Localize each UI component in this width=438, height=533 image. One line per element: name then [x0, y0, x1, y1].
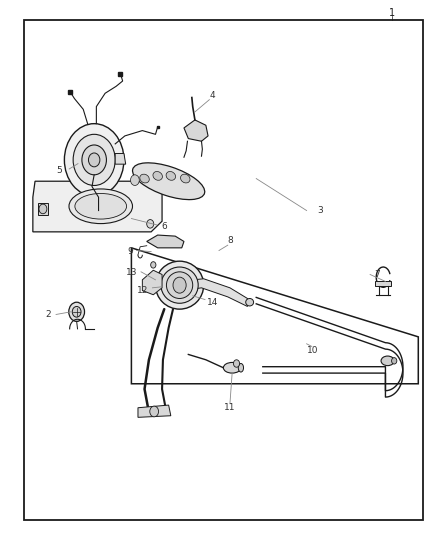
Polygon shape	[184, 120, 208, 141]
Circle shape	[233, 360, 240, 367]
Circle shape	[131, 175, 139, 185]
Circle shape	[69, 302, 85, 321]
Ellipse shape	[155, 261, 204, 309]
Circle shape	[147, 220, 154, 228]
Text: 2: 2	[46, 310, 51, 319]
Circle shape	[392, 358, 397, 364]
Text: 12: 12	[137, 286, 148, 295]
Ellipse shape	[140, 174, 149, 183]
Polygon shape	[191, 279, 247, 306]
Ellipse shape	[153, 172, 162, 180]
Text: 7: 7	[374, 270, 381, 279]
Bar	[38, 203, 48, 215]
Polygon shape	[147, 235, 184, 248]
Ellipse shape	[381, 356, 394, 366]
Circle shape	[82, 145, 106, 175]
Ellipse shape	[223, 362, 241, 373]
Text: 3: 3	[317, 206, 323, 215]
Ellipse shape	[246, 298, 254, 306]
Polygon shape	[33, 181, 162, 232]
Circle shape	[72, 306, 81, 317]
Ellipse shape	[180, 174, 190, 183]
Text: 1: 1	[389, 9, 395, 18]
Text: 9: 9	[127, 247, 134, 256]
Text: 13: 13	[126, 269, 137, 277]
Text: 11: 11	[224, 403, 236, 412]
Ellipse shape	[75, 193, 127, 219]
Polygon shape	[138, 405, 171, 417]
Circle shape	[150, 406, 159, 417]
Circle shape	[39, 204, 47, 214]
Ellipse shape	[133, 163, 205, 199]
Text: 10: 10	[307, 346, 319, 355]
Text: 14: 14	[207, 298, 218, 307]
Ellipse shape	[161, 267, 198, 303]
Circle shape	[173, 277, 186, 293]
Circle shape	[151, 262, 156, 268]
Circle shape	[64, 124, 124, 196]
Text: 4: 4	[210, 92, 215, 100]
Text: 5: 5	[56, 166, 62, 175]
Ellipse shape	[238, 364, 244, 372]
Bar	[375, 281, 391, 286]
Ellipse shape	[166, 172, 176, 180]
Polygon shape	[142, 270, 162, 295]
Ellipse shape	[69, 189, 132, 224]
Text: 6: 6	[161, 222, 167, 231]
Text: 8: 8	[227, 237, 233, 245]
Polygon shape	[115, 154, 126, 164]
Circle shape	[88, 153, 100, 167]
Circle shape	[73, 134, 115, 185]
Ellipse shape	[166, 272, 193, 298]
Polygon shape	[131, 248, 418, 384]
